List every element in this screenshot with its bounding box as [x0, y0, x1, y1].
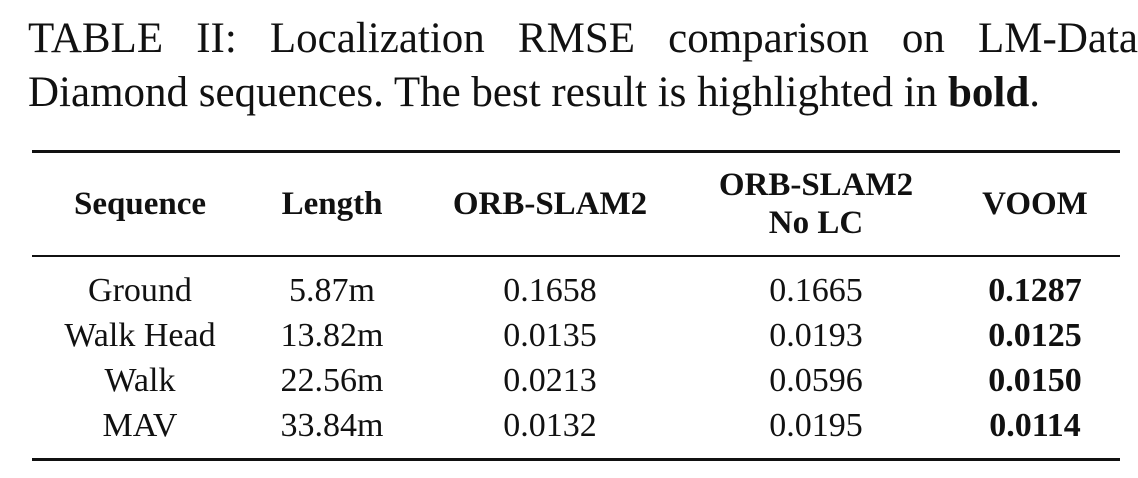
cell-sequence: Ground	[88, 272, 192, 309]
caption-period: .	[1029, 69, 1040, 116]
caption-line-2: Diamond sequences. The best result is hi…	[28, 66, 1138, 120]
cell-orb-slam2-no-lc: 0.0195	[769, 407, 863, 444]
header-sequence: Sequence	[74, 186, 206, 222]
cell-sequence: Walk Head	[64, 317, 216, 354]
cell-voom: 0.0114	[989, 407, 1081, 444]
header-orb-slam2-no-lc: ORB-SLAM2 No LC	[694, 164, 938, 244]
table-top-rule	[32, 150, 1120, 153]
header-orb-slam2-no-lc-line1: ORB-SLAM2	[718, 167, 914, 203]
header-orb-slam2: ORB-SLAM2	[452, 186, 648, 222]
cell-orb-slam2: 0.0213	[503, 362, 597, 399]
cell-sequence: Walk	[104, 362, 176, 399]
header-orb-slam2-no-lc-line2: No LC	[768, 205, 864, 241]
cell-length: 33.84m	[280, 407, 384, 444]
cell-voom: 0.0150	[988, 362, 1082, 399]
cell-orb-slam2-no-lc: 0.0193	[769, 317, 863, 354]
caption-line-1: TABLE II: Localization RMSE comparison o…	[28, 15, 1138, 62]
cell-sequence: MAV	[102, 407, 178, 444]
table-bottom-rule	[32, 458, 1120, 461]
cell-voom: 0.1287	[988, 272, 1082, 309]
table-row: MAV 33.84m 0.0132 0.0195 0.0114	[0, 403, 1138, 448]
table-row: Walk 22.56m 0.0213 0.0596 0.0150	[0, 358, 1138, 403]
table-row: Walk Head 13.82m 0.0135 0.0193 0.0125	[0, 313, 1138, 358]
cell-orb-slam2: 0.0135	[503, 317, 597, 354]
cell-orb-slam2: 0.0132	[503, 407, 597, 444]
caption-bold-word: bold	[947, 69, 1030, 116]
table-caption: TABLE II: Localization RMSE comparison o…	[28, 12, 1138, 120]
table-row: Ground 5.87m 0.1658 0.1665 0.1287	[0, 268, 1138, 313]
header-voom: VOOM	[982, 186, 1088, 222]
cell-orb-slam2-no-lc: 0.0596	[769, 362, 863, 399]
cell-orb-slam2: 0.1658	[503, 272, 597, 309]
table-header-rule	[32, 255, 1120, 257]
caption-text: Diamond sequences. The best result is hi…	[28, 69, 948, 116]
cell-length: 13.82m	[280, 317, 384, 354]
header-length: Length	[281, 186, 383, 222]
cell-orb-slam2-no-lc: 0.1665	[769, 272, 863, 309]
cell-length: 5.87m	[289, 272, 375, 309]
cell-length: 22.56m	[280, 362, 384, 399]
cell-voom: 0.0125	[988, 317, 1082, 354]
